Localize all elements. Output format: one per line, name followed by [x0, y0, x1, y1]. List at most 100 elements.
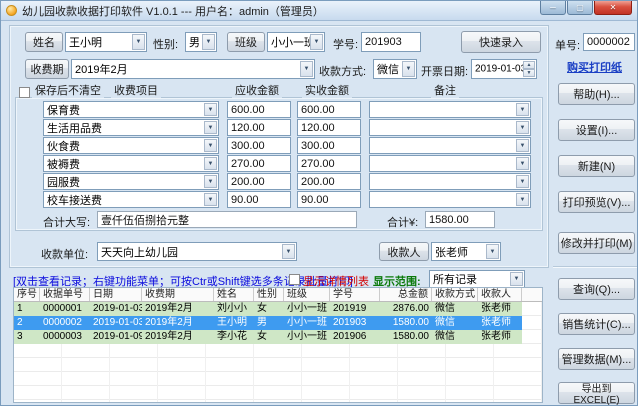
total-words-field[interactable]: [97, 211, 357, 228]
col-header[interactable]: 收款人: [478, 288, 522, 301]
fee-item-value: 生活用品费: [47, 122, 102, 135]
fee-paid-field[interactable]: [297, 101, 361, 118]
chevron-down-icon[interactable]: ▼: [510, 272, 523, 286]
name-select[interactable]: 王小明 ▼: [65, 32, 147, 52]
col-header[interactable]: 姓名: [214, 288, 254, 301]
chevron-down-icon[interactable]: ▼: [202, 34, 215, 50]
window-title: 幼儿园收款收据打印软件 V1.0.1 --- 用户名：admin（管理员）: [22, 5, 324, 18]
fee-item-select[interactable]: 伙食费 ▼: [43, 137, 219, 154]
fee-due-field[interactable]: [227, 191, 291, 208]
col-header[interactable]: 序号: [14, 288, 40, 301]
collector-select[interactable]: 张老师 ▼: [431, 242, 501, 261]
chevron-down-icon[interactable]: ▼: [204, 193, 217, 206]
student-id-field[interactable]: [361, 32, 421, 52]
modify-print-button[interactable]: 修改并打印(M): [558, 232, 635, 254]
export-excel-button[interactable]: 导出到EXCEL(E): [558, 382, 635, 406]
fee-item-header: 收费项目: [111, 85, 161, 98]
gender-select[interactable]: 男 ▼: [185, 32, 217, 52]
chevron-down-icon[interactable]: ▼: [516, 103, 529, 116]
chevron-down-icon[interactable]: ▼: [310, 34, 323, 50]
query-button[interactable]: 查询(Q)...: [558, 278, 635, 300]
chevron-down-icon[interactable]: ▼: [300, 61, 313, 77]
fee-item-select[interactable]: 保育费 ▼: [43, 101, 219, 118]
print-preview-button[interactable]: 打印预览(V)...: [558, 191, 635, 213]
class-select[interactable]: 小小一班 ▼: [267, 32, 325, 52]
chevron-down-icon[interactable]: ▼: [204, 103, 217, 116]
total-field[interactable]: [425, 211, 495, 228]
gender-label: 性别:: [153, 39, 179, 51]
col-header[interactable]: 总金额: [380, 288, 432, 301]
buy-paper-link[interactable]: 购买打印纸: [567, 62, 622, 74]
period-button[interactable]: 收费期: [25, 59, 69, 79]
fee-item-select[interactable]: 被褥费 ▼: [43, 155, 219, 172]
chevron-down-icon[interactable]: ▼: [132, 34, 145, 50]
date-spinner[interactable]: ▲ ▼: [523, 61, 535, 77]
fee-paid-field[interactable]: [297, 173, 361, 190]
settings-button[interactable]: 设置(I)...: [558, 119, 635, 141]
col-header[interactable]: 收款方式: [432, 288, 478, 301]
col-header[interactable]: 日期: [90, 288, 142, 301]
minimize-button[interactable]: ─: [540, 1, 566, 15]
chevron-down-icon[interactable]: ▼: [516, 121, 529, 134]
chevron-down-icon[interactable]: ▼: [516, 193, 529, 206]
pay-method-select[interactable]: 微信 ▼: [373, 59, 417, 79]
col-header[interactable]: 收据单号: [40, 288, 90, 301]
payee-unit-select[interactable]: 天天向上幼儿园 ▼: [97, 242, 297, 261]
fee-due-field[interactable]: [227, 119, 291, 136]
col-header[interactable]: 学号: [330, 288, 380, 301]
period-select[interactable]: 2019年2月 ▼: [71, 59, 315, 79]
fee-paid-field[interactable]: [297, 155, 361, 172]
col-header[interactable]: 班级: [284, 288, 330, 301]
chevron-down-icon[interactable]: ▼: [204, 139, 217, 152]
fee-item-select[interactable]: 生活用品费 ▼: [43, 119, 219, 136]
chevron-down-icon[interactable]: ▼: [486, 244, 499, 259]
chevron-down-icon[interactable]: ▼: [516, 157, 529, 170]
fee-paid-field[interactable]: [297, 137, 361, 154]
keep-after-save-checkbox[interactable]: [19, 87, 30, 98]
col-header[interactable]: 性别: [254, 288, 284, 301]
quick-entry-button[interactable]: 快速录入: [461, 31, 541, 53]
sales-stats-button[interactable]: 销售统计(C)...: [558, 313, 635, 335]
col-header[interactable]: 收费期: [142, 288, 214, 301]
chevron-down-icon[interactable]: ▼: [516, 175, 529, 188]
record-row-selected[interactable]: 2 0000002 2019-01-03 2019年2月 王小明 男 小小一班 …: [14, 316, 522, 330]
detail-list-checkbox[interactable]: [289, 274, 300, 285]
pay-method-value: 微信: [377, 64, 399, 76]
class-button[interactable]: 班级: [227, 32, 265, 52]
fee-note-select[interactable]: ▼: [369, 191, 531, 208]
chevron-down-icon[interactable]: ▼: [204, 157, 217, 170]
fee-note-select[interactable]: ▼: [369, 119, 531, 136]
fee-note-select[interactable]: ▼: [369, 173, 531, 190]
spin-up-icon[interactable]: ▲: [523, 61, 535, 69]
chevron-down-icon[interactable]: ▼: [204, 175, 217, 188]
close-button[interactable]: ✕: [594, 1, 632, 15]
cell-period: 2019年2月: [145, 303, 193, 314]
fee-due-field[interactable]: [227, 137, 291, 154]
chevron-down-icon[interactable]: ▼: [402, 61, 415, 77]
fee-due-field[interactable]: [227, 173, 291, 190]
collector-button[interactable]: 收款人: [379, 242, 429, 261]
fee-paid-field[interactable]: [297, 191, 361, 208]
record-row[interactable]: 1 0000001 2019-01-03 2019年2月 刘小小 女 小小一班 …: [14, 302, 522, 316]
scope-select[interactable]: 所有记录 ▼: [429, 270, 525, 288]
invoice-date-picker[interactable]: 2019-01-03 ▲ ▼: [471, 59, 537, 79]
chevron-down-icon[interactable]: ▼: [516, 139, 529, 152]
fee-due-field[interactable]: [227, 101, 291, 118]
fee-note-select[interactable]: ▼: [369, 137, 531, 154]
help-button[interactable]: 帮助(H)...: [558, 83, 635, 105]
fee-item-select[interactable]: 园服费 ▼: [43, 173, 219, 190]
fee-note-select[interactable]: ▼: [369, 101, 531, 118]
maximize-button[interactable]: ▢: [567, 1, 593, 15]
chevron-down-icon[interactable]: ▼: [282, 244, 295, 259]
record-row[interactable]: 3 0000003 2019-01-09 2019年2月 李小花 女 小小一班 …: [14, 330, 522, 344]
fee-due-field[interactable]: [227, 155, 291, 172]
chevron-down-icon[interactable]: ▼: [204, 121, 217, 134]
name-button[interactable]: 姓名: [25, 32, 63, 52]
fee-note-select[interactable]: ▼: [369, 155, 531, 172]
receipt-no-field[interactable]: [583, 33, 635, 51]
spin-down-icon[interactable]: ▼: [523, 69, 535, 77]
new-button[interactable]: 新建(N): [558, 155, 635, 177]
fee-paid-field[interactable]: [297, 119, 361, 136]
fee-item-select[interactable]: 校车接送费 ▼: [43, 191, 219, 208]
manage-data-button[interactable]: 管理数据(M)...: [558, 348, 635, 370]
